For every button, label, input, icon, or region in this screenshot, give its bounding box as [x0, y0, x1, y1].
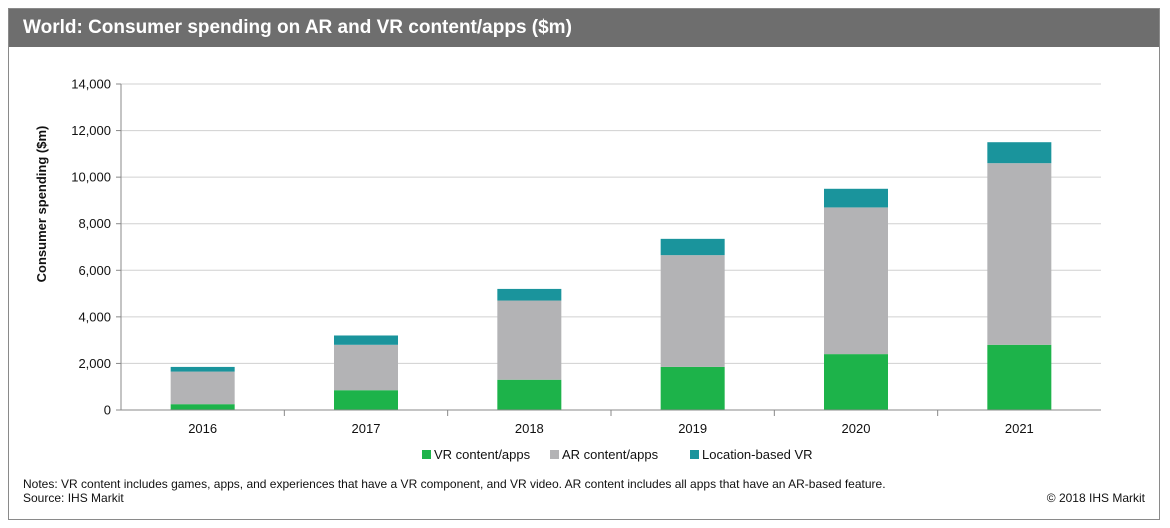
x-tick-label: 2019	[678, 421, 707, 436]
x-axis-ticks: 2016 2017 2018 2019 2020 2021	[188, 410, 1034, 436]
bar-segment	[987, 163, 1052, 345]
y-tick-label: 8,000	[78, 216, 111, 231]
copyright: © 2018 IHS Markit	[1046, 491, 1145, 505]
bar-segment	[660, 238, 725, 256]
x-tick-label: 2021	[1005, 421, 1034, 436]
x-tick-label: 2017	[352, 421, 381, 436]
y-tick-label: 14,000	[71, 77, 111, 92]
x-tick-label: 2016	[188, 421, 217, 436]
bar-segment	[987, 142, 1052, 164]
bar-segment	[334, 344, 398, 391]
bar-segment	[334, 390, 398, 410]
y-tick-label: 6,000	[78, 263, 111, 278]
legend-label: Location-based VR	[702, 447, 813, 462]
bar-segment	[170, 371, 235, 405]
bar-segment	[824, 207, 888, 355]
chart-area: 0 2,000 4,000 6,000 8,000 10,000 12,000 14,000 …	[21, 59, 1151, 481]
gridlines	[121, 83, 1101, 364]
footer-notes: Notes: VR content includes games, apps, …	[23, 477, 886, 505]
y-tick-label: 2,000	[78, 356, 111, 371]
legend-swatch	[690, 450, 699, 459]
axes	[120, 84, 1101, 411]
y-tick-label: 10,000	[71, 170, 111, 185]
bar-segment	[170, 404, 235, 410]
source-text: Source: IHS Markit	[23, 491, 124, 505]
y-tick-label: 4,000	[78, 309, 111, 324]
bars	[170, 142, 1052, 410]
x-tick-label: 2018	[515, 421, 544, 436]
chart-title: World: Consumer spending on AR and VR co…	[9, 9, 1159, 47]
notes-text: Notes: VR content includes games, apps, …	[23, 477, 886, 491]
legend-label: AR content/apps	[562, 447, 659, 462]
bar-segment	[334, 335, 398, 345]
bar-segment	[497, 300, 562, 380]
bar-segment	[824, 354, 888, 410]
legend: VR content/apps AR content/apps Location-b…	[422, 447, 813, 462]
y-axis-ticks: 0 2,000 4,000 6,000 8,000 10,000 12,000 14,000	[71, 77, 121, 418]
legend-swatch	[550, 450, 559, 459]
stacked-bar-chart: 02,0004,0006,0008,00010,00012,00014,000 …	[34, 77, 1101, 462]
bar-segment	[660, 366, 725, 410]
bar-segment	[824, 188, 888, 208]
bar-segment	[987, 344, 1052, 410]
y-axis-label: Consumer spending ($m)	[34, 126, 49, 283]
chart-panel: World: Consumer spending on AR and VR co…	[8, 8, 1160, 520]
y-tick-label: 0	[104, 403, 111, 418]
x-tick-label: 2020	[842, 421, 871, 436]
legend-label: VR content/apps	[434, 447, 531, 462]
legend-swatch	[422, 450, 431, 459]
bar-segment	[497, 379, 562, 410]
y-tick-label: 12,000	[71, 123, 111, 138]
bar-segment	[170, 366, 235, 372]
bar-segment	[660, 255, 725, 367]
bar-segment	[497, 288, 562, 301]
